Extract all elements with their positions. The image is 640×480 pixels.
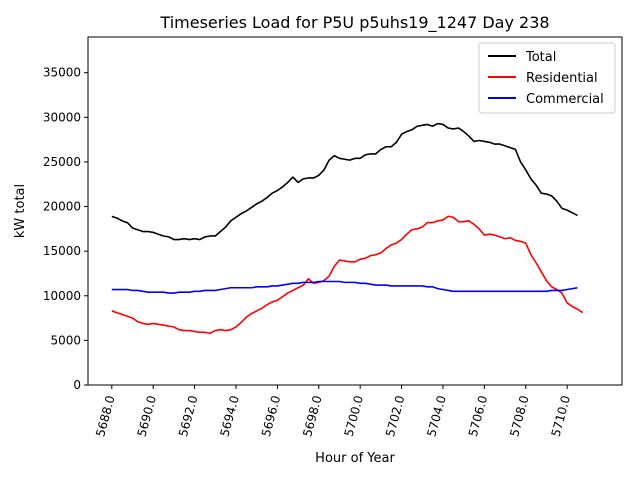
y-axis: 0 5000 10000 15000 20000 25000 30000 35000 — [43, 66, 88, 392]
y-tick-label: 35000 — [43, 66, 81, 80]
x-axis-label: Hour of Year — [315, 451, 395, 466]
series-line-total — [111, 122, 578, 241]
series-line-commercial — [111, 280, 578, 294]
y-tick-label: 20000 — [43, 200, 81, 214]
y-tick-label: 10000 — [43, 289, 81, 303]
legend-box — [478, 42, 616, 114]
y-tick-label: 15000 — [43, 244, 81, 258]
y-tick-label: 30000 — [43, 110, 81, 124]
legend-label-residential: Residential — [526, 71, 598, 86]
y-tick-label: 25000 — [43, 155, 81, 169]
legend-label-commercial: Commercial — [526, 92, 604, 107]
legend: Total Residential Commercial — [478, 42, 616, 114]
y-tick-label: 5000 — [50, 333, 81, 347]
y-tick-label: 0 — [73, 378, 81, 392]
chart-title: Timeseries Load for P5U p5uhs19_1247 Day… — [159, 13, 549, 33]
legend-label-total: Total — [525, 50, 556, 65]
plot-frame — [87, 36, 623, 386]
series-line-residential — [111, 215, 584, 335]
series-lines — [111, 122, 584, 335]
y-axis-label: kW total — [13, 184, 28, 238]
